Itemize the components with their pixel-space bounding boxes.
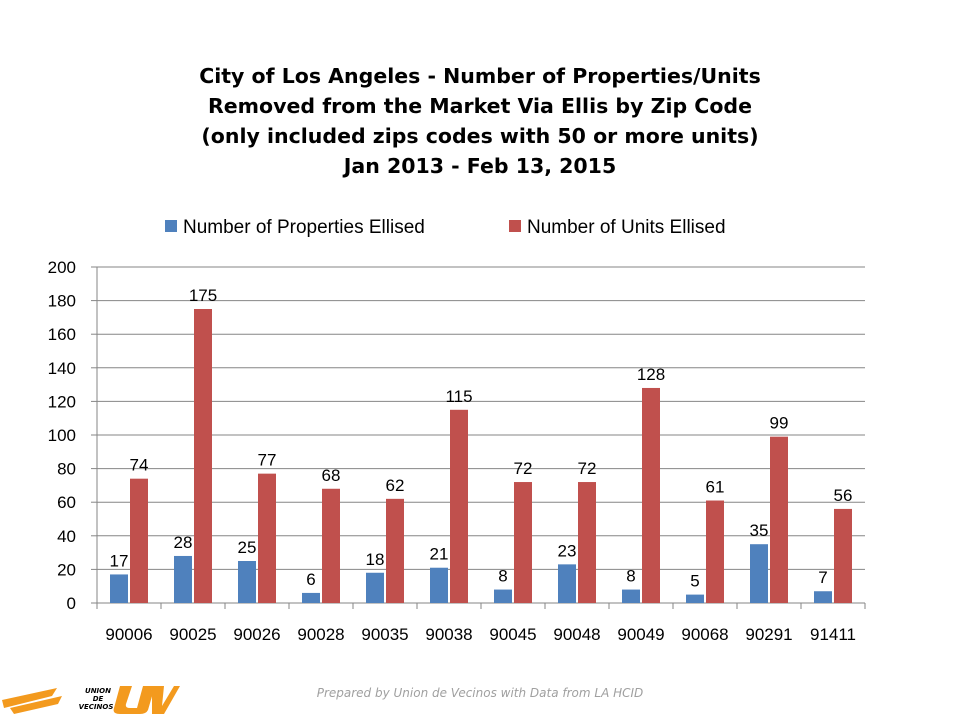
y-tick-label: 100 bbox=[48, 426, 76, 445]
properties-data-label: 18 bbox=[366, 550, 385, 569]
units-bar bbox=[194, 309, 212, 603]
properties-data-label: 8 bbox=[498, 567, 507, 586]
x-tick-label: 90048 bbox=[553, 625, 600, 644]
properties-data-label: 8 bbox=[626, 567, 635, 586]
properties-bar bbox=[110, 574, 128, 603]
units-bar bbox=[386, 498, 404, 603]
properties-data-label: 23 bbox=[558, 541, 577, 560]
properties-data-label: 21 bbox=[430, 545, 449, 564]
y-tick-label: 0 bbox=[67, 594, 76, 613]
units-data-label: 61 bbox=[706, 478, 725, 497]
x-tick-label: 91411 bbox=[810, 625, 856, 644]
x-tick-label: 90068 bbox=[681, 625, 728, 644]
x-tick-label: 90045 bbox=[489, 625, 536, 644]
y-tick-label: 80 bbox=[57, 460, 76, 479]
y-tick-label: 200 bbox=[48, 258, 76, 277]
properties-data-label: 35 bbox=[750, 521, 769, 540]
units-data-label: 128 bbox=[637, 365, 665, 384]
units-bar bbox=[706, 500, 724, 603]
legend-properties-swatch bbox=[165, 220, 177, 232]
units-bar bbox=[514, 482, 532, 603]
units-bar bbox=[450, 409, 468, 603]
x-tick-label: 90035 bbox=[361, 625, 408, 644]
properties-bar bbox=[558, 564, 576, 603]
y-tick-label: 140 bbox=[48, 359, 76, 378]
properties-bar bbox=[494, 589, 512, 603]
properties-data-label: 5 bbox=[690, 572, 699, 591]
footer-credit: Prepared by Union de Vecinos with Data f… bbox=[316, 686, 644, 700]
y-tick-label: 60 bbox=[57, 493, 76, 512]
chart-title-line-2: Removed from the Market Via Ellis by Zip… bbox=[207, 94, 753, 118]
properties-bar bbox=[686, 594, 704, 603]
properties-data-label: 25 bbox=[238, 538, 257, 557]
units-bar bbox=[770, 436, 788, 603]
logo-text-de: DE bbox=[93, 695, 104, 703]
x-tick-label: 90006 bbox=[105, 625, 152, 644]
properties-bar bbox=[302, 592, 320, 603]
properties-bar bbox=[814, 591, 832, 603]
units-data-label: 72 bbox=[514, 459, 533, 478]
units-data-label: 68 bbox=[322, 466, 341, 485]
properties-bar bbox=[430, 567, 448, 603]
units-bar bbox=[834, 508, 852, 603]
units-data-label: 62 bbox=[386, 476, 405, 495]
properties-bar bbox=[366, 572, 384, 603]
properties-data-label: 28 bbox=[174, 533, 193, 552]
properties-data-label: 6 bbox=[306, 570, 315, 589]
properties-bar bbox=[750, 544, 768, 603]
units-bar bbox=[578, 482, 596, 603]
legend-units-label: Number of Units Ellised bbox=[527, 217, 726, 238]
units-data-label: 99 bbox=[770, 414, 789, 433]
properties-bar bbox=[238, 561, 256, 603]
legend-properties-label: Number of Properties Ellised bbox=[183, 217, 425, 238]
logo-text-union: UNION bbox=[85, 687, 111, 695]
units-data-label: 74 bbox=[130, 456, 149, 475]
units-data-label: 77 bbox=[258, 451, 277, 470]
properties-bar bbox=[174, 555, 192, 603]
x-tick-label: 90025 bbox=[169, 625, 216, 644]
chart-title-line-4: Jan 2013 - Feb 13, 2015 bbox=[343, 154, 617, 178]
y-tick-label: 160 bbox=[48, 325, 76, 344]
y-tick-label: 180 bbox=[48, 292, 76, 311]
x-tick-label: 90038 bbox=[425, 625, 472, 644]
units-bar bbox=[642, 387, 660, 603]
chart-title-line-1: City of Los Angeles - Number of Properti… bbox=[199, 64, 761, 88]
units-data-label: 115 bbox=[445, 387, 472, 406]
x-tick-label: 90026 bbox=[233, 625, 280, 644]
x-tick-label: 90291 bbox=[745, 625, 792, 644]
chart-title-line-3: (only included zips codes with 50 or mor… bbox=[201, 124, 759, 148]
y-tick-label: 120 bbox=[48, 392, 76, 411]
units-data-label: 72 bbox=[578, 459, 597, 478]
properties-bar bbox=[622, 589, 640, 603]
units-data-label: 175 bbox=[189, 286, 217, 305]
y-tick-label: 40 bbox=[57, 527, 76, 546]
x-tick-label: 90028 bbox=[297, 625, 344, 644]
legend-units-swatch bbox=[509, 220, 521, 232]
logo-text-vecinos: VECINOS bbox=[79, 703, 114, 711]
units-bar bbox=[322, 488, 340, 603]
y-tick-label: 20 bbox=[57, 560, 76, 579]
units-bar bbox=[258, 473, 276, 603]
properties-data-label: 7 bbox=[818, 568, 827, 587]
union-de-vecinos-logo: UNION DE VECINOS bbox=[2, 684, 180, 714]
x-tick-label: 90049 bbox=[617, 625, 664, 644]
units-bar bbox=[130, 478, 148, 603]
union-de-vecinos-logo-icon: UNION DE VECINOS bbox=[2, 686, 180, 714]
units-data-label: 56 bbox=[834, 486, 853, 505]
properties-data-label: 17 bbox=[110, 551, 129, 570]
